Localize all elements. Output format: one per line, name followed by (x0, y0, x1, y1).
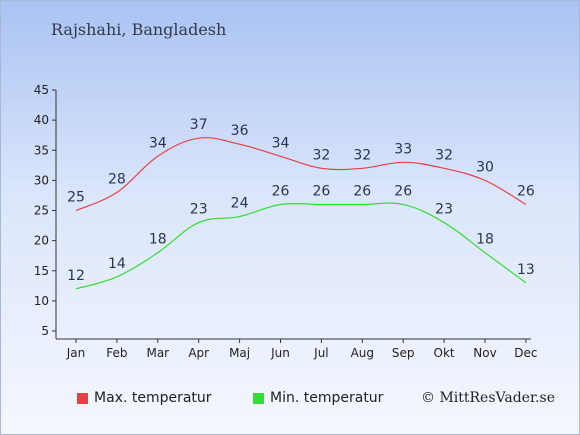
data-labels: 25 28 34 37 36 34 32 32 33 32 30 26 12 14 18 23 24 26 26 26… (67, 117, 535, 284)
legend-min-label: Min. temperatur (270, 390, 384, 406)
x-tick-label: Mar (146, 346, 169, 360)
min-temperature-line (75, 202, 527, 290)
x-tick-label: Aug (351, 346, 374, 360)
max-data-label: 32 (312, 147, 330, 163)
chart-title: Rajshahi, Bangladesh (51, 20, 227, 39)
y-tick-label: 25 (34, 204, 49, 218)
legend-min: Min. temperatur (253, 390, 383, 406)
max-temperature-line (75, 137, 527, 212)
max-data-label: 34 (149, 135, 167, 151)
credit-text: © MittResVader.se (421, 390, 556, 406)
legend-max-label: Max. temperatur (94, 390, 212, 406)
y-tick-label: 15 (34, 264, 49, 278)
series-lines (75, 137, 527, 290)
min-data-label: 26 (394, 183, 412, 199)
max-data-label: 34 (272, 135, 290, 151)
min-data-label: 26 (353, 183, 371, 199)
legend-max: Max. temperatur (77, 390, 212, 406)
max-data-label: 33 (394, 141, 412, 157)
min-data-label: 26 (272, 183, 290, 199)
y-tick-label: 5 (41, 324, 49, 338)
min-data-label: 24 (231, 196, 249, 212)
axes: 5 10 15 20 25 30 35 40 45 Jan Feb Mar Apr Maj Jun Jul Au… (34, 83, 538, 360)
x-tick-label: Nov (473, 346, 496, 360)
max-data-label: 32 (435, 147, 453, 163)
y-tick-label: 35 (34, 143, 49, 157)
min-data-label: 18 (149, 232, 167, 248)
min-data-label: 12 (67, 268, 85, 284)
x-tick-label: Jan (66, 346, 86, 360)
min-data-label: 13 (517, 262, 535, 278)
max-data-label: 30 (476, 159, 494, 175)
max-data-label: 26 (517, 183, 535, 199)
max-data-label: 32 (353, 147, 371, 163)
min-data-label: 23 (190, 202, 208, 218)
min-data-label: 14 (108, 256, 126, 272)
max-data-label: 36 (231, 123, 249, 139)
legend-min-swatch (253, 392, 264, 404)
y-tick-label: 40 (34, 113, 49, 127)
x-tick-label: Jul (313, 346, 328, 360)
max-data-label: 37 (190, 117, 208, 133)
y-tick-label: 10 (34, 294, 49, 308)
x-tick-label: Sep (392, 346, 415, 360)
legend-max-swatch (77, 392, 88, 404)
y-tick-label: 45 (34, 83, 49, 97)
max-data-label: 25 (67, 190, 85, 206)
x-tick-label: Apr (188, 346, 209, 360)
x-tick-label: Dec (514, 346, 537, 360)
min-data-label: 18 (476, 232, 494, 248)
y-tick-label: 30 (34, 173, 49, 187)
x-tick-label: Feb (106, 346, 127, 360)
min-data-label: 23 (435, 202, 453, 218)
x-tick-label: Jun (270, 346, 290, 360)
x-tick-label: Okt (434, 346, 455, 360)
x-tick-label: Maj (229, 346, 250, 360)
max-data-label: 28 (108, 171, 126, 187)
min-data-label: 26 (312, 183, 330, 199)
y-tick-label: 20 (34, 234, 49, 248)
